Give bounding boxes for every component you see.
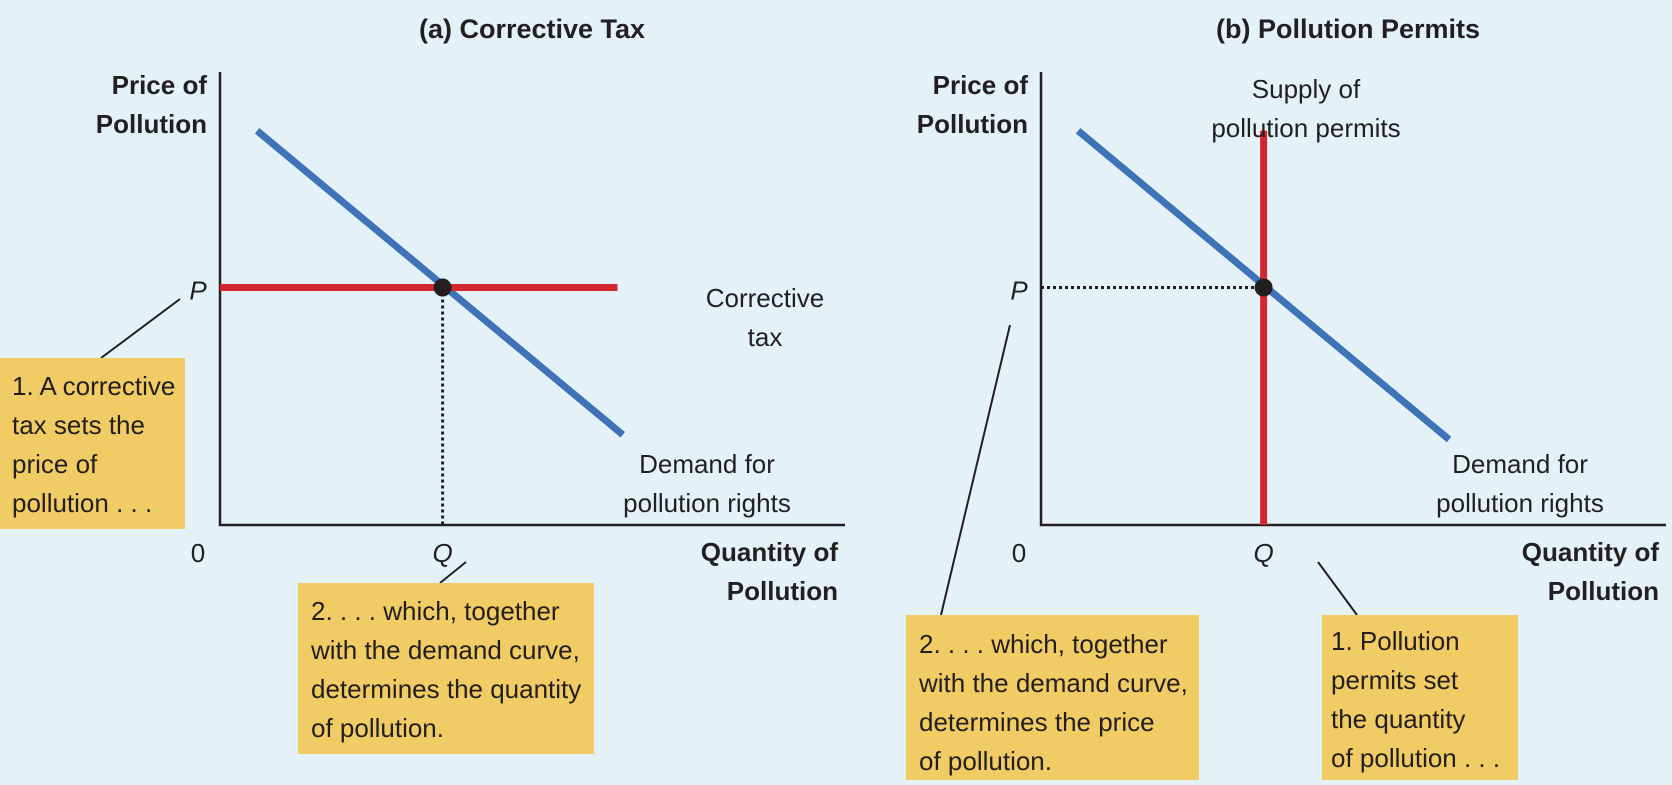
permits-callout-2-text: 2. . . . which, together — [919, 629, 1168, 659]
tax-callout-2-box — [298, 583, 594, 754]
permits-callout-1-leader — [1317, 561, 1358, 616]
permits-callout-1-text: of pollution . . . — [1331, 743, 1500, 773]
tax-demand-label: pollution rights — [623, 488, 791, 518]
permits-equilibrium-point — [1254, 278, 1273, 297]
tax-callout-1-text: pollution . . . — [12, 488, 152, 518]
permits-x-axis-label: Pollution — [1548, 576, 1659, 606]
tax-callout-1-leader — [100, 298, 181, 359]
permits-quantity-tick-label: Q — [1253, 538, 1273, 568]
permits-y-axis-label: Price of — [933, 70, 1029, 100]
tax-y-axis-label: Pollution — [96, 109, 207, 139]
tax-callout-2-text: determines the quantity — [311, 674, 581, 704]
tax-callout-1-text: tax sets the — [12, 410, 145, 440]
permits-callout-1-text: the quantity — [1331, 704, 1465, 734]
tax-x-axis-label: Pollution — [727, 576, 838, 606]
tax-demand-label: Demand for — [639, 449, 775, 479]
tax-price-tick-label: P — [189, 276, 207, 306]
tax-quantity-tick-label: Q — [432, 538, 452, 568]
permit-supply-label: pollution permits — [1211, 113, 1400, 143]
tax-callout-2-leader — [439, 561, 467, 584]
tax-callout-2-text: with the demand curve, — [310, 635, 580, 665]
permits-callout-1-text: permits set — [1331, 665, 1459, 695]
tax-chart-title: (a) Corrective Tax — [419, 14, 645, 44]
tax-x-axis-label: Quantity of — [701, 537, 839, 567]
tax-axes — [218, 72, 845, 527]
permits-chart-title: (b) Pollution Permits — [1216, 14, 1480, 44]
permits-callout-2-text: with the demand curve, — [918, 668, 1188, 698]
tax-y-axis-label: Price of — [112, 70, 208, 100]
tax-callout-2-text: 2. . . . which, together — [311, 596, 560, 626]
permits-callout-2-text: determines the price — [919, 707, 1155, 737]
permits-axes — [1039, 72, 1666, 527]
permits-callout-2-box — [906, 615, 1199, 780]
tax-callout-1-text: price of — [12, 449, 98, 479]
tax-callout-2-text: of pollution. — [311, 713, 444, 743]
permits-callout-1-text: 1. Pollution — [1331, 626, 1460, 656]
permits-y-axis-label: Pollution — [917, 109, 1028, 139]
permits-price-tick-label: P — [1010, 276, 1028, 306]
corrective-tax-label: Corrective — [706, 283, 824, 313]
tax-callout-1-box — [0, 358, 185, 529]
permit-supply-label: Supply of — [1252, 74, 1361, 104]
tax-equilibrium-point — [433, 278, 452, 297]
tax-callout-1-text: 1. A corrective — [12, 371, 175, 401]
permits-callout-2-text: of pollution. — [919, 746, 1052, 776]
permits-demand-label: pollution rights — [1436, 488, 1604, 518]
tax-origin-label: 0 — [191, 538, 205, 568]
permits-origin-label: 0 — [1012, 538, 1026, 568]
permits-callout-1-box — [1322, 615, 1518, 780]
permits-demand-label: Demand for — [1452, 449, 1588, 479]
permits-callout-2-leader — [940, 324, 1011, 616]
corrective-tax-label: tax — [748, 322, 783, 352]
permits-x-axis-label: Quantity of — [1522, 537, 1660, 567]
